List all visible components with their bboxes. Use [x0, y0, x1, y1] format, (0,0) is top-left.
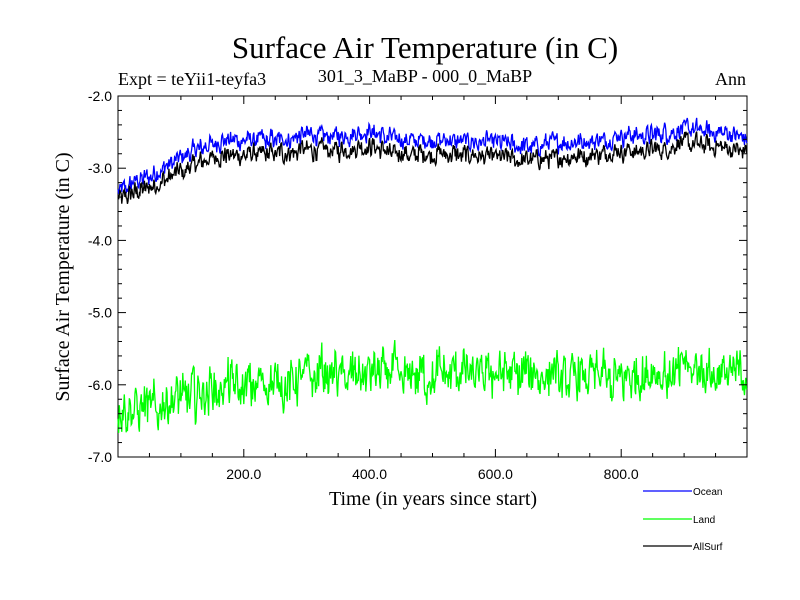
series-line-ocean	[117, 117, 748, 194]
x-tick-label: 400.0	[352, 466, 387, 482]
y-tick-label: -6.0	[88, 377, 112, 393]
y-tick-label: -3.0	[88, 160, 112, 176]
series-line-allsurf	[117, 131, 748, 204]
y-tick-label: -5.0	[88, 305, 112, 321]
x-tick-label: 800.0	[604, 466, 639, 482]
chart-title: Surface Air Temperature (in C)	[232, 30, 618, 65]
x-tick-label: 600.0	[478, 466, 513, 482]
subtitle-right: Ann	[715, 69, 746, 89]
y-tick-label: -2.0	[88, 88, 112, 104]
legend-label-ocean: Ocean	[693, 487, 722, 498]
legend-label-land: Land	[693, 515, 715, 526]
tick-layer	[118, 95, 747, 458]
legend-label-allsurf: AllSurf	[693, 542, 723, 553]
x-axis-label: Time (in years since start)	[329, 488, 537, 510]
subtitle-left: Expt = teYii1-teyfa3	[118, 69, 266, 89]
series-layer	[117, 117, 748, 433]
legend: Ocean Land AllSurf	[643, 487, 723, 553]
y-axis-label: Surface Air Temperature (in C)	[52, 152, 74, 401]
y-tick-label: -7.0	[88, 449, 112, 465]
series-line-land	[117, 339, 748, 433]
subtitle-center: 301_3_MaBP - 000_0_MaBP	[318, 66, 532, 86]
y-tick-label: -4.0	[88, 232, 112, 248]
tick-label-layer: 200.0 400.0 600.0 800.0 -2.0 -3.0 -4.0 -5.0 -6.0…	[88, 88, 639, 482]
x-tick-label: 200.0	[226, 466, 261, 482]
